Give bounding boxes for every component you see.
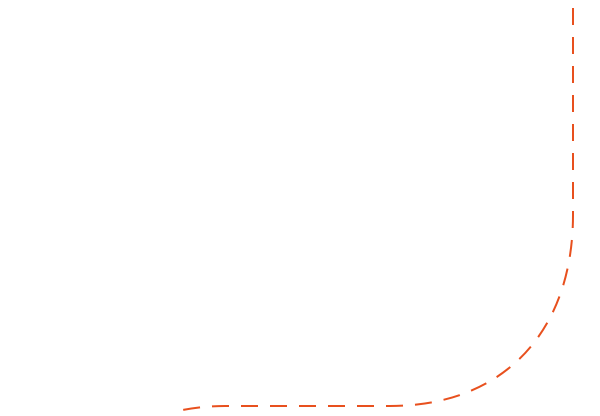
dashed-connector — [177, 8, 574, 412]
